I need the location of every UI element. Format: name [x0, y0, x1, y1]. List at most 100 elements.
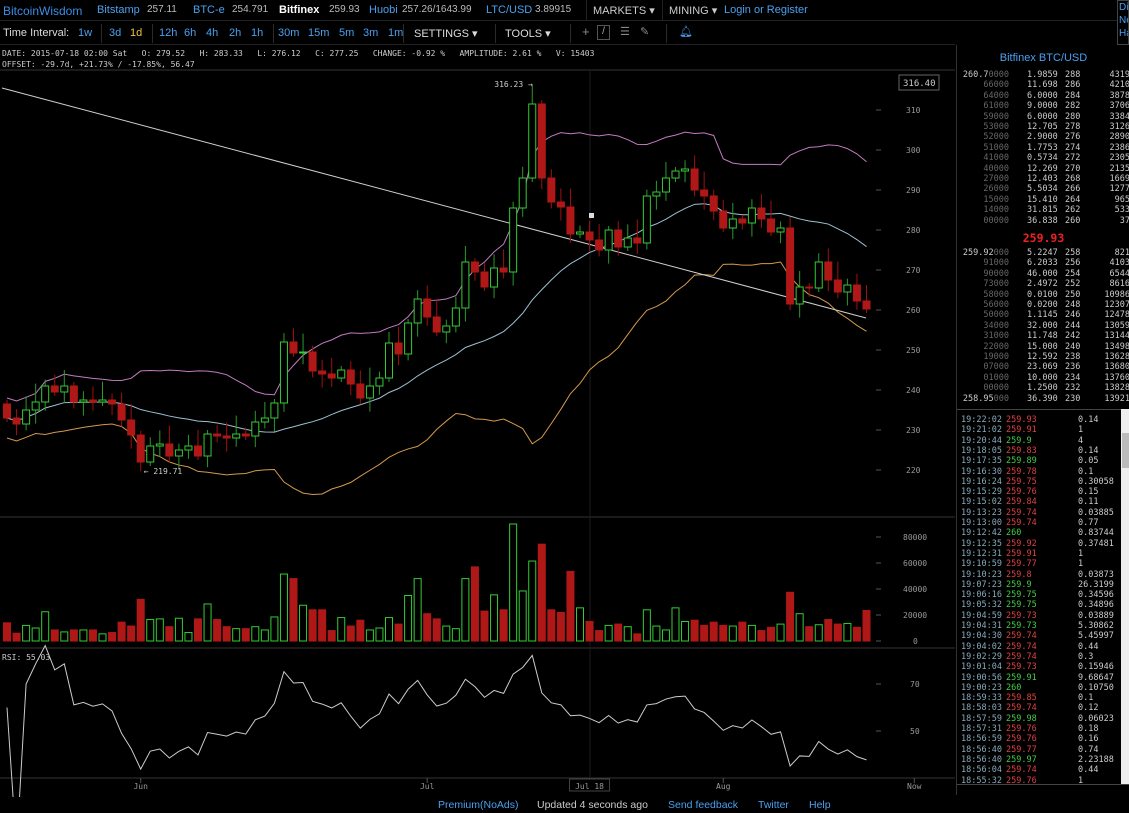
order-amount: 1.7753 — [1027, 142, 1058, 153]
trade-price: 259.73 — [1006, 662, 1037, 673]
volume-bar — [375, 627, 384, 642]
side-menu-item[interactable]: Ne — [1119, 15, 1128, 26]
order-price: 07000 — [983, 362, 1009, 372]
bid-row[interactable]: 56000 0.0200 248 12307 — [957, 300, 1129, 310]
candle-body — [375, 377, 384, 387]
interval-5m[interactable]: 5m — [339, 27, 355, 39]
ask-row[interactable]: 53000 12.705 278 3126 — [957, 122, 1129, 132]
mining-menu[interactable]: MINING ▾ — [662, 0, 717, 21]
feedback-link[interactable]: Send feedback — [668, 799, 739, 811]
ask-row[interactable]: 15000 15.410 264 965 — [957, 195, 1129, 205]
bid-row[interactable]: 73000 2.4972 252 8616 — [957, 279, 1129, 289]
bid-row[interactable]: 00000 1.2500 232 13828 — [957, 383, 1129, 393]
trades-scrollbar[interactable] — [1121, 409, 1129, 784]
interval-1m[interactable]: 1m — [388, 27, 404, 39]
interval-3m[interactable]: 3m — [363, 27, 379, 39]
candle-body — [604, 229, 613, 251]
depth-cumulative: 2135 — [1109, 163, 1129, 174]
side-menu-item[interactable]: Ha — [1119, 28, 1128, 39]
ticker-ltcusd[interactable]: LTC/USD — [486, 4, 533, 16]
bid-row[interactable]: 90000 46.000 254 6544 — [957, 269, 1129, 279]
candle-body — [709, 195, 718, 212]
markets-menu[interactable]: MARKETS ▾ — [586, 0, 655, 21]
ask-row[interactable]: 66000 11.698 286 4210 — [957, 80, 1129, 90]
interval-4h[interactable]: 4h — [206, 27, 219, 39]
ask-row[interactable]: 52000 2.9000 276 2890 — [957, 132, 1129, 142]
crosshair-icon[interactable]: + — [582, 24, 590, 39]
trade-row: 18:57:59 259.98 0.06023 — [961, 714, 1121, 724]
interval-1h[interactable]: 1h — [251, 27, 264, 39]
tools-menu[interactable]: TOOLS ▾ — [505, 28, 551, 40]
ask-row[interactable]: 61000 9.0000 282 3706 — [957, 101, 1129, 111]
ask-row[interactable]: 64000 6.0000 284 3878 — [957, 91, 1129, 101]
ask-row[interactable]: 41000 0.5734 272 2305 — [957, 153, 1129, 163]
candle-body — [595, 239, 604, 251]
volume-bar — [136, 598, 145, 642]
ticker-btce[interactable]: BTC-e — [193, 4, 225, 16]
bid-row[interactable]: 19000 12.592 238 13628 — [957, 352, 1129, 362]
volume-bar — [833, 623, 842, 642]
ask-row[interactable]: 51000 1.7753 274 2386 — [957, 143, 1129, 153]
bid-row[interactable]: 259.92000 5.2247 258 821 — [957, 248, 1129, 258]
premium-link[interactable]: Premium(NoAds) — [438, 799, 519, 811]
help-link[interactable]: Help — [809, 799, 831, 811]
login-link[interactable]: Login or Register — [724, 4, 808, 16]
interval-1d[interactable]: 1d — [130, 27, 143, 39]
brand-logo[interactable]: BitcoinWisdom — [3, 4, 83, 18]
volume-bar — [719, 624, 728, 642]
bid-row[interactable]: 58000 0.0100 250 10986 — [957, 290, 1129, 300]
ask-row[interactable]: 27000 12.403 268 1669 — [957, 174, 1129, 184]
trade-amount: 4 — [1078, 435, 1084, 446]
ticker-btce-price: 254.791 — [232, 4, 269, 15]
side-menu-cut[interactable]: Di Ne Ha — [1117, 0, 1129, 45]
order-price: 66000 — [983, 80, 1009, 90]
time-interval-label: Time Interval: — [3, 27, 70, 39]
bid-row[interactable]: 91000 6.2033 256 4103 — [957, 258, 1129, 268]
interval-1w[interactable]: 1w — [78, 27, 93, 39]
trade-amount: 1 — [1078, 425, 1084, 436]
ticker-huobi[interactable]: Huobi — [369, 4, 398, 16]
bell-icon[interactable]: 🔔︎ — [679, 26, 693, 38]
bid-row[interactable]: 258.95000 36.390 230 13921 — [957, 394, 1129, 404]
bid-row[interactable]: 50000 1.1145 246 12478 — [957, 310, 1129, 320]
volume-bar — [98, 633, 107, 642]
bid-row[interactable]: 34000 32.000 244 13059 — [957, 321, 1129, 331]
settings-menu[interactable]: SETTINGS ▾ — [414, 28, 478, 40]
order-amount: 36.390 — [1027, 393, 1058, 404]
interval-3d[interactable]: 3d — [109, 27, 122, 39]
ask-row[interactable]: 260.70000 1.9859 288 4319 — [957, 70, 1129, 80]
brush-icon[interactable]: ✎ — [640, 26, 650, 38]
line-tool-icon[interactable]: / — [597, 25, 610, 40]
order-price-dim: 90000 — [983, 268, 1009, 279]
ask-row[interactable]: 40000 12.269 270 2135 — [957, 164, 1129, 174]
interval-30m[interactable]: 30m — [278, 27, 300, 39]
order-price-dim: 01000 — [983, 372, 1009, 383]
bid-row[interactable]: 01000 10.000 234 13760 — [957, 373, 1129, 383]
order-price: 27000 — [983, 174, 1009, 184]
ticker-bitfinex[interactable]: Bitfinex — [279, 4, 320, 16]
ask-row[interactable]: 00000 36.838 260 37 — [957, 216, 1129, 226]
fib-tool-icon[interactable]: ☰ — [620, 26, 630, 38]
trade-time: 19:10:23 — [961, 569, 1002, 580]
ask-row[interactable]: 14000 31.815 262 533 — [957, 205, 1129, 215]
ticker-bitstamp[interactable]: Bitstamp — [97, 4, 140, 16]
order-price-dim: 0000 — [988, 70, 1009, 80]
side-menu-item[interactable]: Di — [1119, 2, 1129, 13]
ask-row[interactable]: 26000 5.5034 266 1277 — [957, 184, 1129, 194]
interval-6h[interactable]: 6h — [184, 27, 197, 39]
interval-15m[interactable]: 15m — [308, 27, 330, 39]
scrollbar-thumb[interactable] — [1122, 433, 1129, 468]
twitter-link[interactable]: Twitter — [758, 799, 789, 811]
bid-row[interactable]: 07000 23.069 236 13680 — [957, 362, 1129, 372]
price-chart[interactable]: 220 230 240 250 260 270 280 290 300 310 0 20000 4000… — [0, 0, 956, 797]
bid-row[interactable]: 31000 11.748 242 13144 — [957, 331, 1129, 341]
order-amount: 6.2033 — [1027, 258, 1058, 269]
depth-level: 250 — [1065, 289, 1081, 300]
bid-row[interactable]: 22000 15.000 240 13498 — [957, 342, 1129, 352]
interval-12h[interactable]: 12h — [159, 27, 178, 39]
depth-cumulative: 13680 — [1104, 362, 1129, 373]
trade-row: 19:13:00 259.74 0.77 — [961, 518, 1121, 528]
interval-2h[interactable]: 2h — [229, 27, 242, 39]
ask-row[interactable]: 59000 6.0000 280 3384 — [957, 112, 1129, 122]
trade-row: 18:56:40 259.77 0.74 — [961, 745, 1121, 755]
